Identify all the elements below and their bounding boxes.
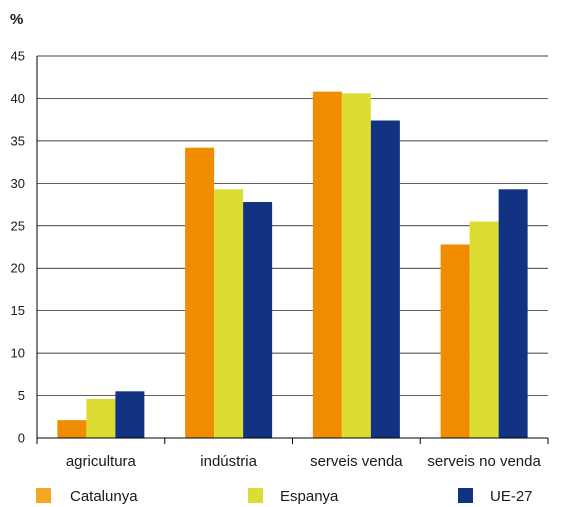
legend-label-catalunya: Catalunya — [70, 488, 138, 505]
legend-swatch-espanya — [248, 488, 263, 503]
legend-label-espanya: Espanya — [280, 488, 339, 505]
bar-serveis-no-venda-ue-27 — [498, 189, 528, 438]
bar-serveis-venda-catalunya — [312, 91, 342, 439]
y-tick-label-40: 40 — [11, 91, 25, 106]
gridlines — [37, 55, 548, 396]
bar-serveis-no-venda-catalunya — [440, 244, 470, 438]
bar-serveis-venda-espanya — [341, 93, 371, 439]
bar-agricultura-ue-27 — [115, 391, 145, 438]
y-tick-label-30: 30 — [11, 176, 25, 191]
bar-indústria-ue-27 — [243, 202, 273, 438]
x-category-label-serveis-no-venda: serveis no venda — [427, 453, 541, 470]
legend-swatch-ue-27 — [458, 488, 473, 503]
y-axis-label: % — [10, 11, 23, 28]
bar-serveis-no-venda-espanya — [469, 221, 499, 438]
bar-serveis-venda-ue-27 — [370, 120, 400, 438]
legend-swatch-catalunya — [36, 488, 51, 503]
x-axis — [36, 56, 549, 444]
y-tick-label-25: 25 — [11, 218, 25, 233]
y-tick-label-35: 35 — [11, 133, 25, 148]
bar-agricultura-catalunya — [57, 420, 87, 438]
x-category-label-agricultura: agricultura — [66, 453, 137, 470]
y-tick-label-15: 15 — [11, 303, 25, 318]
bar-agricultura-espanya — [86, 398, 116, 438]
y-tick-label-20: 20 — [11, 261, 25, 276]
legend: Catalunya Espanya UE-27 — [36, 488, 533, 505]
x-category-labels: agricultura indústria serveis venda serveis… — [66, 453, 542, 470]
y-tick-label-10: 10 — [11, 346, 25, 361]
bar-indústria-catalunya — [185, 147, 215, 438]
x-category-label-serveis-venda: serveis venda — [310, 453, 403, 470]
bar-indústria-espanya — [214, 189, 244, 438]
y-tick-labels: 0 5 10 15 20 25 30 35 40 45 — [11, 49, 25, 446]
y-tick-label-5: 5 — [18, 388, 25, 403]
y-tick-label-45: 45 — [11, 49, 25, 64]
bars — [57, 91, 528, 439]
x-category-label-indústria: indústria — [200, 453, 257, 470]
legend-label-ue-27: UE-27 — [490, 488, 533, 505]
y-tick-label-0: 0 — [18, 431, 25, 446]
